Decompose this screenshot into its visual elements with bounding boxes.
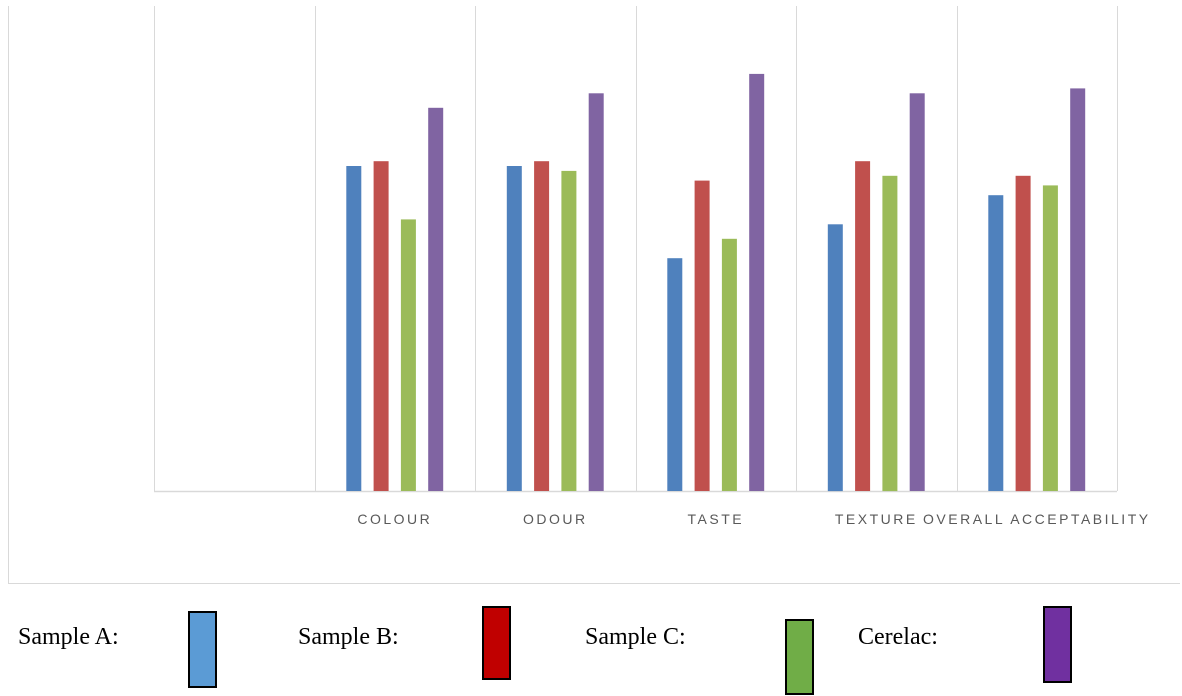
bar-sample-c-colour (400, 219, 416, 491)
bar-cerelac-taste (749, 73, 765, 492)
bar-cerelac-odour (588, 93, 604, 492)
legend-swatch-sample-a (188, 611, 217, 688)
chart-frame (8, 6, 1180, 584)
bar-chart: COLOUR ODOUR TASTE TEXTURE OVERALL ACCEPTABI… (154, 6, 1151, 527)
bar-cerelac-colour (428, 107, 444, 492)
x-tick-label-odour: ODOUR (523, 511, 588, 527)
legend-label-sample-b: Sample B: (298, 624, 399, 650)
x-tick-labels: COLOUR ODOUR TASTE TEXTURE OVERALL ACCEPTABI… (357, 511, 1151, 527)
bar-cerelac-texture (909, 93, 925, 492)
bar-sample-c-overall-acceptability (1042, 185, 1058, 491)
legend-label-sample-c: Sample C: (585, 624, 686, 650)
bar-sample-c-texture (882, 175, 898, 492)
x-tick-label-overall-acceptability: OVERALL ACCEPTABILITY (923, 511, 1151, 527)
bar-sample-c-taste (721, 238, 737, 491)
legend-swatch-sample-c (785, 619, 814, 695)
legend-swatch-cerelac (1043, 606, 1072, 683)
bar-sample-b-odour (534, 161, 550, 491)
bar-sample-a-texture (827, 224, 843, 492)
x-tick-label-texture: TEXTURE (835, 511, 918, 527)
x-tick-label-colour: COLOUR (357, 511, 432, 527)
bar-cerelac-overall-acceptability (1070, 88, 1086, 492)
legend-label-cerelac: Cerelac: (858, 624, 938, 650)
legend: Sample A: Sample B: Sample C: Cerelac: (0, 600, 1182, 696)
bar-sample-b-taste (694, 180, 710, 491)
bars (346, 73, 1086, 492)
bar-sample-a-odour (506, 166, 522, 491)
gridlines (154, 6, 1118, 493)
bar-sample-a-colour (346, 166, 362, 491)
legend-swatch-sample-b (482, 606, 511, 680)
bar-sample-b-texture (855, 161, 871, 491)
bar-sample-a-overall-acceptability (988, 195, 1004, 491)
bar-sample-c-odour (561, 170, 577, 491)
legend-label-sample-a: Sample A: (18, 624, 119, 650)
bar-sample-a-taste (667, 258, 683, 491)
bar-sample-b-colour (373, 161, 389, 491)
x-tick-label-taste: TASTE (688, 511, 745, 527)
bar-sample-b-overall-acceptability (1015, 175, 1031, 492)
